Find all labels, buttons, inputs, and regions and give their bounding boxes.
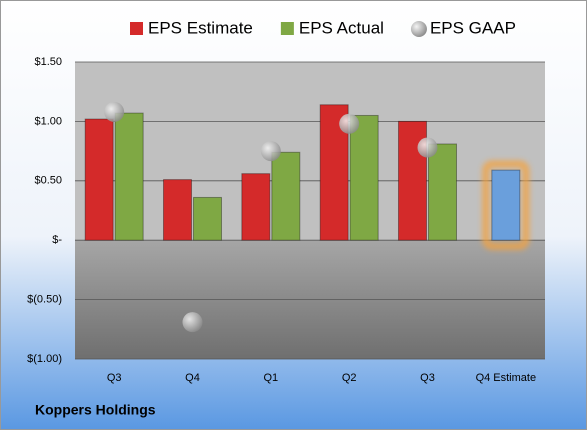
y-tick-label: $(1.00): [27, 353, 62, 365]
y-tick-label: $(0.50): [27, 294, 62, 306]
y-tick-label: $1.00: [34, 115, 62, 127]
bar: [428, 143, 457, 241]
legend-label: EPS GAAP: [430, 18, 516, 37]
bar: [271, 151, 301, 241]
bar: [114, 112, 144, 241]
bar: [84, 118, 114, 241]
highlight-glow: [482, 160, 530, 250]
chart-title: Koppers Holdings: [35, 402, 156, 418]
x-tick-label: Q4 Estimate: [476, 372, 537, 384]
gaap-marker: [104, 101, 125, 122]
legend-marker: [130, 22, 143, 35]
y-tick-label: $1.50: [34, 56, 62, 68]
gaap-marker: [260, 141, 281, 162]
legend-label: EPS Actual: [299, 18, 384, 37]
x-tick-label: Q3: [420, 372, 435, 384]
x-tick-label: Q4: [185, 372, 200, 384]
y-tick-label: $-: [52, 234, 62, 246]
gaap-marker: [339, 113, 360, 134]
x-tick-label: Q2: [342, 372, 357, 384]
legend-marker: [410, 21, 427, 37]
gaap-marker: [417, 137, 438, 158]
bar: [491, 169, 521, 241]
bar: [193, 196, 222, 241]
bar: [163, 179, 192, 241]
x-tick-label: Q3: [107, 372, 122, 384]
legend-label: EPS Estimate: [148, 18, 253, 37]
plot-area: [75, 62, 545, 240]
gaap-marker: [182, 312, 203, 333]
bar: [241, 173, 271, 241]
legend-marker: [280, 22, 294, 35]
bar: [349, 114, 379, 241]
x-tick-label: Q1: [263, 372, 278, 384]
y-tick-label: $0.50: [34, 175, 62, 187]
